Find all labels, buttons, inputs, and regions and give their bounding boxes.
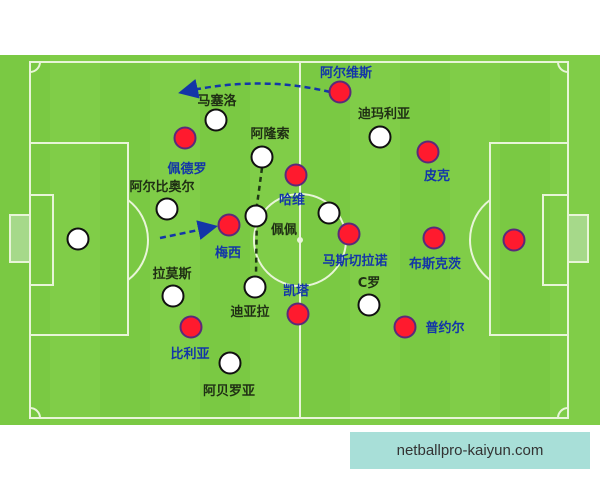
player-marker-white xyxy=(155,197,179,221)
player-label: 布斯克茨 xyxy=(409,256,462,272)
player-label: 比利亚 xyxy=(170,346,209,362)
player-marker-red xyxy=(173,126,197,150)
player-marker-white xyxy=(243,275,267,299)
player-marker-red xyxy=(393,315,417,339)
player-label: 阿尔维斯 xyxy=(320,65,372,81)
player-marker-white xyxy=(204,108,228,132)
player-label: 马斯切拉诺 xyxy=(322,253,387,269)
player-label: 拉莫斯 xyxy=(152,266,191,282)
player-marker-white xyxy=(250,145,274,169)
player-marker-red xyxy=(286,302,310,326)
player-label: 马塞洛 xyxy=(197,93,237,109)
player-label: 凯塔 xyxy=(283,283,310,299)
player-marker-red xyxy=(416,140,440,164)
center-spot xyxy=(297,237,303,243)
player-marker-white xyxy=(357,293,381,317)
right-goal xyxy=(567,214,589,263)
player-marker-red xyxy=(328,80,352,104)
player-label: 皮克 xyxy=(423,168,450,184)
pitch-stripe xyxy=(250,55,300,425)
player-label: 哈维 xyxy=(279,192,305,208)
player-marker-red xyxy=(179,315,203,339)
player-marker-white xyxy=(218,351,242,375)
player-marker-red xyxy=(284,163,308,187)
player-label: 阿贝罗亚 xyxy=(203,384,255,399)
player-label: 梅西 xyxy=(215,245,241,261)
player-marker-white xyxy=(244,204,268,228)
left-goal xyxy=(9,214,31,263)
run-arrow-alves xyxy=(178,79,331,99)
player-label: 迪亚拉 xyxy=(230,304,269,320)
player-marker-red xyxy=(502,228,526,252)
player-label: C罗 xyxy=(358,276,381,291)
player-marker-white xyxy=(368,125,392,149)
player-label: 阿隆索 xyxy=(250,126,289,142)
player-marker-white xyxy=(161,284,185,308)
player-label: 普约尔 xyxy=(425,320,464,336)
player-marker-red xyxy=(217,213,241,237)
player-marker-white xyxy=(66,227,90,251)
run-arrow-messi xyxy=(159,220,218,240)
player-label: 迪玛利亚 xyxy=(358,106,410,122)
player-marker-red xyxy=(337,222,361,246)
pitch-stripe xyxy=(450,55,500,425)
player-marker-white xyxy=(317,201,341,225)
player-label: 阿尔比奥尔 xyxy=(129,179,194,195)
player-marker-red xyxy=(422,226,446,250)
player-label: 佩佩 xyxy=(271,222,297,238)
watermark: netballpro-kaiyun.com xyxy=(350,432,590,469)
player-label: 佩德罗 xyxy=(167,161,206,177)
pitch-stripe xyxy=(150,55,200,425)
